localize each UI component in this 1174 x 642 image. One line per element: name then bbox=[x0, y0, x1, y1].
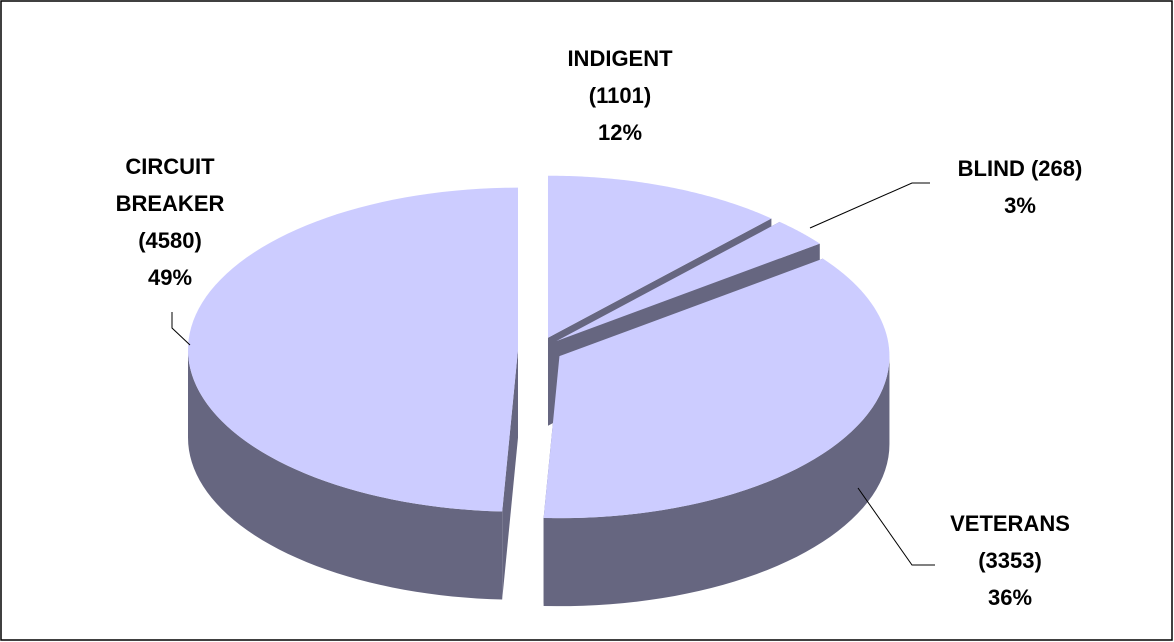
percent-label: 36% bbox=[987, 585, 1033, 610]
slice bbox=[556, 221, 820, 342]
value-label: (3353) bbox=[978, 548, 1042, 573]
value-label: (4580) bbox=[138, 228, 202, 253]
slice-label: BLIND (268) 3% bbox=[910, 150, 1130, 224]
category-label: INDIGENT bbox=[567, 46, 673, 71]
slice-side bbox=[543, 356, 890, 607]
leader-line bbox=[857, 487, 935, 566]
leader-line bbox=[171, 312, 191, 346]
slice-side bbox=[502, 349, 519, 600]
leader-line bbox=[809, 182, 930, 229]
value-label: (268) bbox=[1030, 156, 1083, 181]
value-label: (1101) bbox=[588, 83, 652, 108]
percent-label: 49% bbox=[147, 265, 193, 290]
slice bbox=[188, 187, 519, 512]
percent-label: 12% bbox=[597, 120, 643, 145]
slice-label: CIRCUIT BREAKER (4580) 49% bbox=[80, 148, 260, 296]
slice bbox=[543, 258, 890, 519]
category-label: CIRCUIT BREAKER bbox=[115, 154, 225, 216]
slice bbox=[547, 175, 772, 338]
slice-side bbox=[188, 349, 503, 600]
category-label: VETERANS bbox=[950, 511, 1070, 536]
slice-label: VETERANS (3353) 36% bbox=[900, 505, 1120, 616]
slice-label: INDIGENT (1101) 12% bbox=[520, 40, 720, 151]
category-label: BLIND bbox=[957, 156, 1025, 181]
percent-label: 3% bbox=[1004, 193, 1036, 218]
